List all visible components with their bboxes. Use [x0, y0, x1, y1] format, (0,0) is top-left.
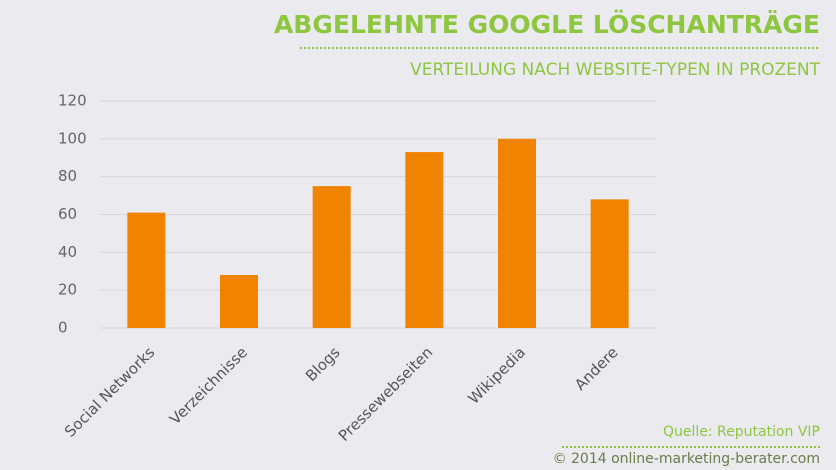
- y-tick-label: 60: [58, 205, 77, 223]
- copyright: © 2014 online-marketing-berater.com: [553, 451, 820, 467]
- bar: [312, 186, 351, 328]
- bar: [220, 275, 258, 328]
- y-tick-label: 80: [58, 167, 77, 185]
- y-tick-label: 0: [58, 319, 68, 337]
- bar: [405, 152, 444, 328]
- chart-title: ABGELEHNTE GOOGLE LÖSCHANTRÄGE: [274, 9, 820, 39]
- bar: [127, 212, 166, 328]
- bar: [590, 199, 629, 328]
- bar: [498, 138, 536, 328]
- y-tick-label: 120: [58, 92, 87, 110]
- source: Quelle: Reputation VIP: [663, 424, 820, 440]
- y-tick-label: 100: [58, 129, 87, 147]
- chart-subtitle: VERTEILUNG NACH WEBSITE-TYPEN IN PROZENT: [410, 60, 821, 80]
- y-tick-label: 40: [58, 243, 77, 261]
- y-tick-label: 20: [58, 281, 77, 299]
